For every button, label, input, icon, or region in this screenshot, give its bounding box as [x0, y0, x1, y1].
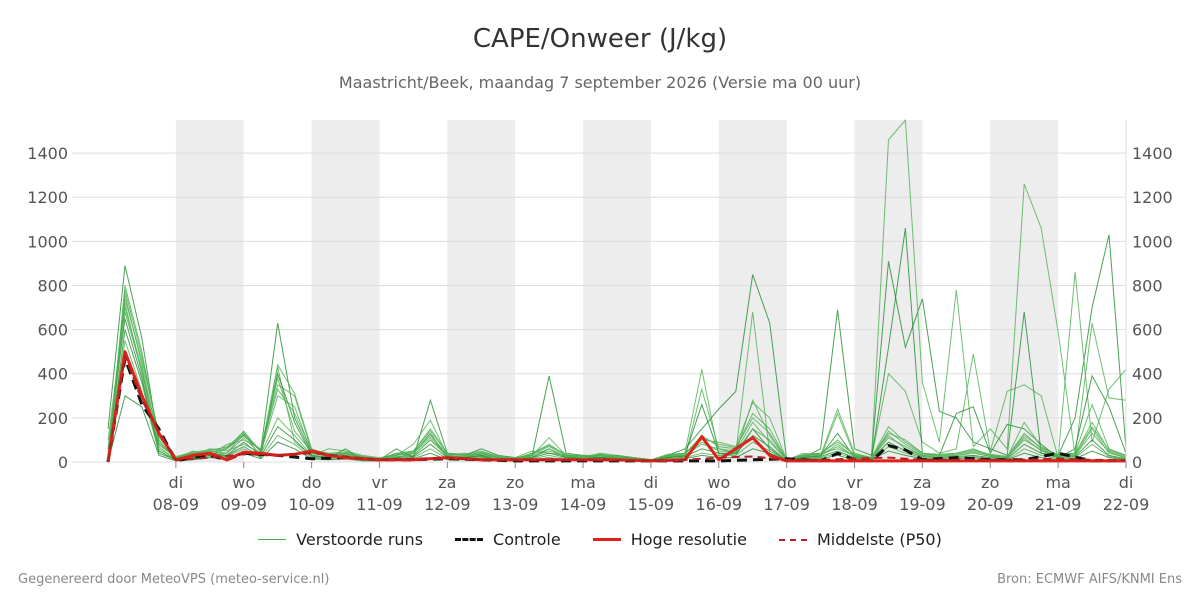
chart-title: CAPE/Onweer (J/kg)	[472, 24, 728, 54]
x-tick-date: 17-09	[763, 495, 810, 514]
legend-label-median: Middelste (P50)	[816, 530, 942, 549]
y-tick-label-left: 1000	[27, 232, 68, 251]
y-tick-label-right: 800	[1132, 276, 1163, 295]
x-tick-weekday: ma	[570, 473, 595, 492]
legend-swatch-control	[455, 538, 484, 541]
x-tick-date: 08-09	[153, 495, 200, 514]
y-tick-label-left: 800	[37, 276, 68, 295]
x-tick-date: 15-09	[628, 495, 675, 514]
legend-item-control: Controle	[455, 530, 561, 549]
x-tick-date: 14-09	[560, 495, 607, 514]
x-tick-weekday: vr	[847, 473, 863, 492]
x-tick-date: 19-09	[899, 495, 946, 514]
x-tick-date: 09-09	[220, 495, 267, 514]
y-tick-label-right: 400	[1132, 365, 1163, 384]
y-tick-label-right: 200	[1132, 409, 1163, 428]
x-tick-weekday: za	[438, 473, 456, 492]
x-tick-weekday: za	[913, 473, 931, 492]
y-tick-label-left: 200	[37, 409, 68, 428]
x-tick-date: 20-09	[967, 495, 1014, 514]
legend-label-control: Controle	[493, 530, 561, 549]
x-tick-date: 10-09	[288, 495, 335, 514]
legend-item-highres: Hoge resolutie	[592, 530, 747, 549]
legend-item-median: Middelste (P50)	[778, 530, 942, 549]
y-tick-label-left: 600	[37, 321, 68, 340]
weekend-band-6	[990, 120, 1059, 462]
x-tick-date: 13-09	[492, 495, 539, 514]
y-tick-label-right: 1400	[1132, 144, 1173, 163]
axes: 0 0 200 200 400 400 600 600 800 800 1000 1000 1200 12…	[27, 120, 1173, 514]
highres-series-line	[106, 350, 1126, 463]
y-tick-label-left: 1200	[27, 188, 68, 207]
x-tick-date: 22-09	[1103, 495, 1150, 514]
weekend-band-2	[447, 120, 516, 462]
legend-swatch-median	[778, 538, 807, 541]
main-series-lines	[106, 350, 1127, 463]
x-tick-date: 11-09	[356, 495, 403, 514]
x-tick-weekday: do	[302, 473, 322, 492]
x-tick-weekday: di	[169, 473, 184, 492]
x-tick-weekday: zo	[506, 473, 524, 492]
weekend-band-4	[718, 120, 787, 462]
x-tick-date: 16-09	[696, 495, 743, 514]
weekend-band-1	[311, 120, 380, 462]
footer-credit: Gegenereerd door MeteoVPS (meteo-service…	[18, 572, 330, 587]
y-tick-label-left: 0	[58, 453, 68, 472]
legend-swatch-ensemble	[258, 539, 287, 540]
legend-swatch-highres	[592, 538, 621, 541]
x-tick-weekday: zo	[981, 473, 999, 492]
legend: Verstoorde runs Controle Hoge resolutie …	[0, 530, 1200, 549]
median-series-line	[107, 355, 1127, 463]
y-tick-label-right: 600	[1132, 321, 1163, 340]
x-tick-date: 12-09	[424, 495, 471, 514]
chart-subtitle: Maastricht/Beek, maandag 7 september 202…	[338, 73, 862, 92]
weekend-band-0	[175, 120, 244, 462]
y-tick-label-right: 1200	[1132, 188, 1173, 207]
x-tick-date: 18-09	[831, 495, 878, 514]
x-tick-weekday: wo	[707, 473, 730, 492]
x-tick-weekday: di	[644, 473, 659, 492]
x-tick-weekday: vr	[371, 473, 387, 492]
x-tick-weekday: wo	[232, 473, 255, 492]
y-tick-label-left: 400	[37, 365, 68, 384]
legend-item-ensemble: Verstoorde runs	[258, 530, 423, 549]
ensemble-member-line	[107, 311, 1127, 463]
x-tick-weekday: ma	[1045, 473, 1070, 492]
legend-label-highres: Hoge resolutie	[630, 530, 747, 549]
weekend-band-5	[854, 120, 923, 462]
x-tick-weekday: do	[777, 473, 797, 492]
x-tick-weekday: di	[1119, 473, 1134, 492]
ensemble-member-line	[107, 298, 1127, 463]
footer-source: Bron: ECMWF AIFS/KNMI Ens	[997, 572, 1182, 587]
legend-label-ensemble: Verstoorde runs	[296, 530, 424, 549]
y-tick-label-left: 1400	[27, 144, 68, 163]
y-tick-label-right: 1000	[1132, 232, 1173, 251]
y-tick-label-right: 0	[1132, 453, 1142, 472]
weekend-band-3	[583, 120, 651, 462]
x-tick-date: 21-09	[1035, 495, 1082, 514]
weekend-shading	[175, 120, 1059, 462]
